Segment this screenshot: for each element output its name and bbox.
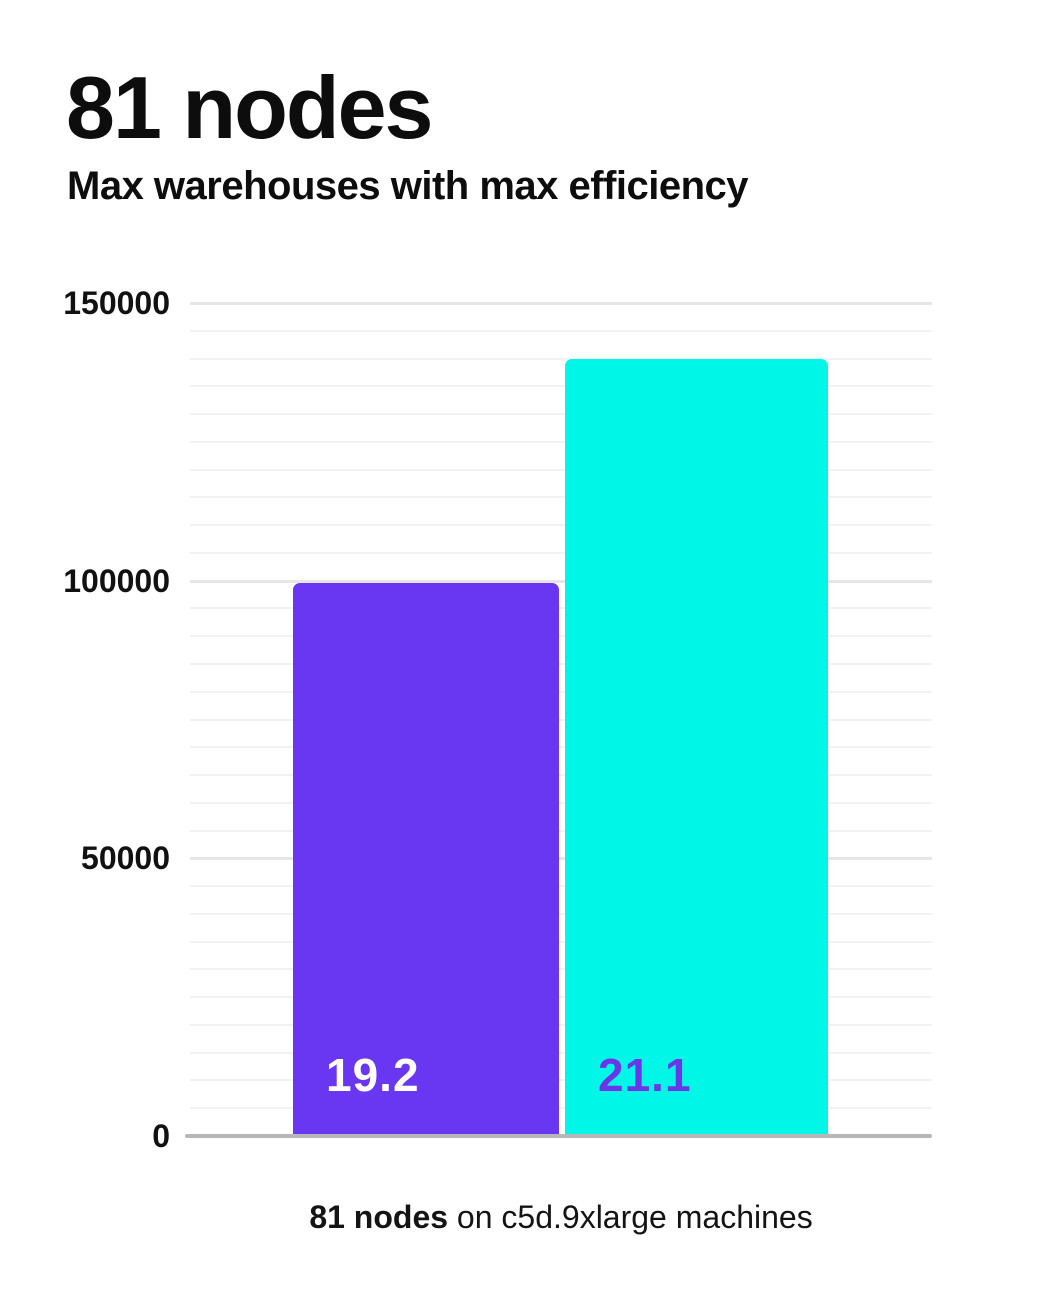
- minor-gridline: [190, 357, 932, 360]
- chart-card: 81 nodes Max warehouses with max efficie…: [63, 58, 932, 1238]
- y-tick-label: 150000: [63, 285, 170, 321]
- minor-gridline: [190, 524, 932, 527]
- bar-19.2: 19.2: [293, 583, 559, 1136]
- bar-21.1: 21.1: [565, 358, 828, 1136]
- page-title: 81 nodes: [66, 58, 433, 157]
- minor-gridline: [190, 801, 932, 804]
- minor-gridline: [190, 1107, 932, 1110]
- plot-area: 19.2 21.1: [185, 302, 932, 1138]
- minor-gridline: [190, 968, 932, 971]
- minor-gridline: [190, 1079, 932, 1082]
- minor-gridline: [190, 468, 932, 471]
- minor-gridline: [190, 996, 932, 999]
- minor-gridline: [190, 940, 932, 943]
- minor-gridline: [190, 635, 932, 638]
- x-axis-line: [185, 1134, 932, 1138]
- bar-value-label: 21.1: [598, 1049, 692, 1101]
- y-tick-label: 0: [152, 1118, 170, 1154]
- minor-gridline: [190, 885, 932, 888]
- bar-value-label: 19.2: [326, 1049, 420, 1101]
- minor-gridline: [190, 1051, 932, 1054]
- minor-gridline: [190, 607, 932, 610]
- caption-bold: 81 nodes: [309, 1199, 449, 1235]
- minor-gridline: [190, 329, 932, 332]
- minor-gridline: [190, 718, 932, 721]
- minor-gridline: [190, 440, 932, 443]
- minor-gridline: [190, 912, 932, 915]
- chart-caption: 81 nodes on c5d.9xlarge machines: [190, 1196, 932, 1238]
- minor-gridline: [190, 551, 932, 554]
- major-gridline: [190, 302, 932, 305]
- minor-gridline: [190, 829, 932, 832]
- major-gridline: [190, 857, 932, 861]
- minor-gridline: [190, 662, 932, 665]
- minor-gridline: [190, 496, 932, 499]
- minor-gridline: [190, 690, 932, 693]
- minor-gridline: [190, 774, 932, 777]
- minor-gridline: [190, 1023, 932, 1026]
- y-tick-label: 100000: [63, 562, 170, 599]
- caption-rest: on c5d.9xlarge machines: [448, 1199, 813, 1235]
- minor-gridline: [190, 746, 932, 749]
- minor-gridline: [190, 413, 932, 416]
- minor-gridline: [190, 385, 932, 388]
- major-gridline: [190, 579, 932, 583]
- y-tick-label: 50000: [81, 840, 170, 877]
- page-subtitle: Max warehouses with max efficiency: [67, 164, 749, 208]
